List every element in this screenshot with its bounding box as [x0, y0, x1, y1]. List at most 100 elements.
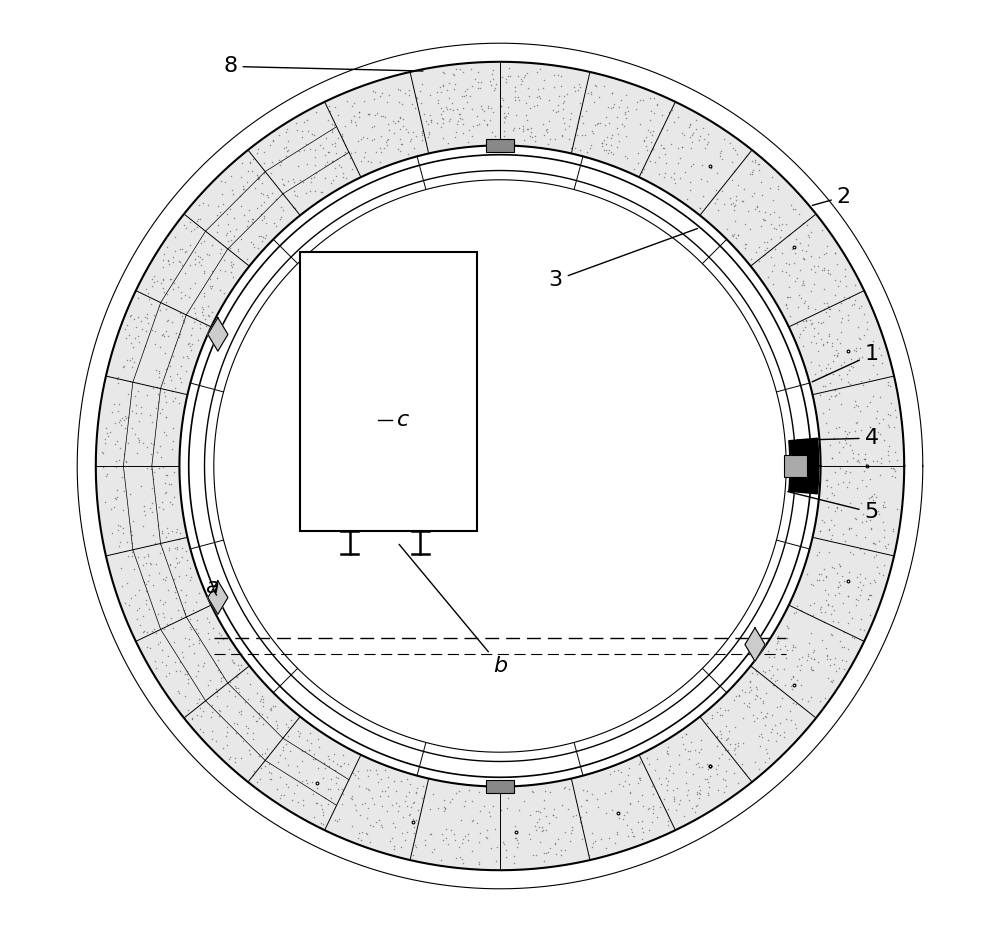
Point: [279, 144, 295, 158]
Point: [178, 567, 194, 582]
Point: [548, 846, 564, 861]
Point: [224, 652, 240, 667]
Point: [781, 267, 797, 282]
Point: [299, 733, 315, 747]
Point: [451, 107, 467, 122]
Point: [882, 408, 898, 423]
Point: [308, 796, 324, 811]
Point: [819, 479, 835, 494]
Point: [317, 148, 333, 163]
Point: [127, 331, 143, 346]
Point: [175, 350, 191, 364]
Point: [839, 366, 855, 381]
Point: [554, 128, 570, 143]
Point: [736, 181, 752, 196]
Point: [262, 772, 278, 787]
Point: [134, 322, 150, 336]
Point: [178, 243, 194, 258]
Point: [603, 145, 619, 160]
Point: [791, 651, 807, 666]
Point: [306, 170, 322, 185]
Point: [126, 562, 142, 577]
Point: [329, 152, 345, 167]
Point: [391, 799, 407, 814]
Point: [392, 83, 408, 98]
Point: [598, 841, 614, 856]
Point: [822, 657, 838, 672]
Point: [713, 727, 729, 742]
Point: [835, 596, 851, 610]
Point: [844, 443, 860, 458]
Point: [864, 421, 880, 436]
Point: [768, 641, 784, 656]
Point: [777, 678, 793, 692]
Point: [123, 590, 139, 605]
Point: [851, 455, 867, 470]
Point: [169, 367, 185, 382]
Point: [254, 747, 270, 761]
Point: [645, 787, 661, 802]
Point: [114, 411, 130, 426]
Point: [200, 308, 216, 322]
Point: [151, 363, 167, 378]
Point: [730, 227, 746, 242]
Point: [586, 94, 602, 109]
Point: [537, 783, 553, 798]
Point: [479, 822, 495, 837]
Point: [496, 105, 512, 120]
Point: [529, 89, 545, 104]
Point: [367, 107, 383, 122]
Point: [772, 230, 788, 245]
Point: [848, 597, 864, 612]
Point: [837, 432, 853, 447]
Point: [324, 154, 340, 169]
Point: [174, 308, 190, 323]
Point: [585, 126, 601, 141]
Point: [142, 500, 158, 515]
Point: [518, 95, 534, 110]
Point: [730, 228, 746, 243]
Point: [740, 204, 756, 219]
Point: [836, 624, 852, 639]
Point: [483, 77, 499, 92]
Point: [776, 725, 792, 740]
Point: [160, 329, 176, 344]
Point: [169, 522, 185, 537]
Point: [189, 707, 205, 722]
Polygon shape: [486, 780, 514, 793]
Point: [227, 755, 243, 770]
Point: [722, 736, 738, 751]
Point: [140, 549, 156, 564]
Point: [252, 693, 268, 708]
Point: [242, 677, 258, 692]
Point: [161, 541, 177, 555]
Point: [825, 613, 841, 628]
Point: [124, 536, 140, 551]
Point: [498, 849, 514, 864]
Point: [660, 817, 676, 832]
Point: [604, 802, 620, 817]
Point: [480, 101, 496, 116]
Point: [726, 163, 742, 178]
Point: [751, 761, 767, 776]
Point: [361, 106, 377, 121]
Point: [253, 207, 269, 222]
Point: [723, 197, 739, 212]
Point: [876, 529, 892, 544]
Point: [263, 703, 279, 718]
Point: [562, 111, 578, 126]
Point: [147, 337, 163, 352]
Point: [571, 76, 587, 91]
Point: [249, 714, 265, 729]
Point: [518, 108, 534, 123]
Point: [853, 582, 869, 597]
Point: [699, 137, 715, 152]
Point: [280, 728, 296, 743]
Point: [816, 281, 832, 296]
Point: [190, 212, 206, 226]
Point: [849, 431, 865, 445]
Point: [786, 255, 802, 270]
Point: [138, 583, 154, 598]
Point: [251, 228, 267, 243]
Point: [567, 84, 583, 99]
